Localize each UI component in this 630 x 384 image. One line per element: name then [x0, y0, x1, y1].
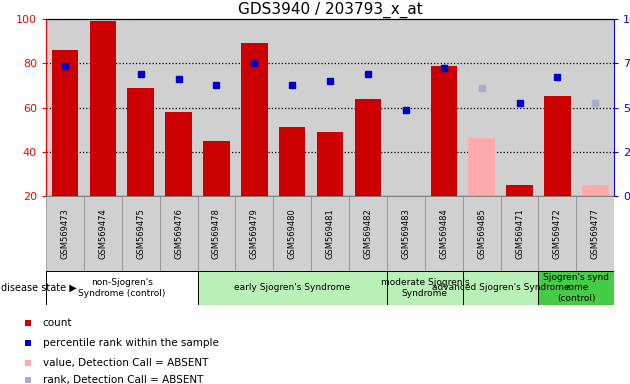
Bar — [84, 19, 122, 196]
Bar — [544, 96, 571, 196]
Bar — [273, 19, 311, 196]
Bar — [122, 196, 159, 271]
Bar — [539, 271, 614, 305]
Bar — [387, 271, 462, 305]
Bar — [198, 196, 236, 271]
Bar — [462, 271, 539, 305]
Bar — [159, 196, 198, 271]
Text: early Sjogren's Syndrome: early Sjogren's Syndrome — [234, 283, 350, 293]
Text: GSM569473: GSM569473 — [60, 208, 69, 259]
Text: GSM569483: GSM569483 — [401, 208, 410, 259]
Bar — [539, 19, 576, 196]
Text: advanced Sjogren's Syndrome: advanced Sjogren's Syndrome — [432, 283, 570, 293]
Text: value, Detection Call = ABSENT: value, Detection Call = ABSENT — [43, 358, 208, 368]
Bar — [236, 196, 273, 271]
Text: GSM569479: GSM569479 — [250, 208, 259, 259]
Bar — [311, 196, 349, 271]
Bar — [576, 19, 614, 196]
Text: GSM569476: GSM569476 — [174, 208, 183, 259]
Bar — [387, 19, 425, 196]
Text: moderate Sjogren's
Syndrome: moderate Sjogren's Syndrome — [381, 278, 469, 298]
Text: GSM569472: GSM569472 — [553, 208, 562, 259]
Bar — [236, 19, 273, 196]
Text: GSM569478: GSM569478 — [212, 208, 221, 259]
Text: GSM569482: GSM569482 — [364, 208, 372, 259]
Text: GSM569484: GSM569484 — [439, 208, 449, 259]
Bar — [430, 66, 457, 196]
Bar — [355, 99, 381, 196]
Text: GSM569474: GSM569474 — [98, 208, 107, 259]
Text: GSM569481: GSM569481 — [326, 208, 335, 259]
Bar — [46, 271, 198, 305]
Bar — [582, 185, 609, 196]
Bar — [317, 132, 343, 196]
Bar — [425, 19, 462, 196]
Text: GSM569471: GSM569471 — [515, 208, 524, 259]
Bar — [501, 196, 539, 271]
Bar — [46, 19, 84, 196]
Bar — [387, 196, 425, 271]
Text: disease state ▶: disease state ▶ — [1, 283, 76, 293]
Bar — [127, 88, 154, 196]
Title: GDS3940 / 203793_x_at: GDS3940 / 203793_x_at — [238, 2, 423, 18]
Bar — [501, 19, 539, 196]
Bar — [425, 196, 462, 271]
Bar — [311, 19, 349, 196]
Text: GSM569475: GSM569475 — [136, 208, 145, 259]
Text: count: count — [43, 318, 72, 328]
Bar — [198, 19, 236, 196]
Bar — [46, 196, 84, 271]
Text: percentile rank within the sample: percentile rank within the sample — [43, 338, 219, 348]
Bar — [159, 19, 198, 196]
Bar — [462, 196, 501, 271]
Bar — [84, 196, 122, 271]
Bar — [507, 185, 533, 196]
Text: GSM569485: GSM569485 — [477, 208, 486, 259]
Bar — [349, 196, 387, 271]
Text: Sjogren's synd
rome
(control): Sjogren's synd rome (control) — [543, 273, 609, 303]
Bar — [349, 19, 387, 196]
Text: rank, Detection Call = ABSENT: rank, Detection Call = ABSENT — [43, 375, 203, 384]
Bar — [241, 43, 268, 196]
Bar — [462, 19, 501, 196]
Bar — [89, 22, 116, 196]
Bar — [198, 271, 387, 305]
Text: non-Sjogren's
Syndrome (control): non-Sjogren's Syndrome (control) — [78, 278, 166, 298]
Bar — [576, 196, 614, 271]
Bar — [165, 112, 192, 196]
Bar — [122, 19, 159, 196]
Bar — [203, 141, 230, 196]
Bar — [468, 139, 495, 196]
Bar — [273, 196, 311, 271]
Text: GSM569480: GSM569480 — [288, 208, 297, 259]
Bar — [279, 127, 306, 196]
Bar — [539, 196, 576, 271]
Text: GSM569477: GSM569477 — [591, 208, 600, 259]
Bar — [52, 50, 78, 196]
